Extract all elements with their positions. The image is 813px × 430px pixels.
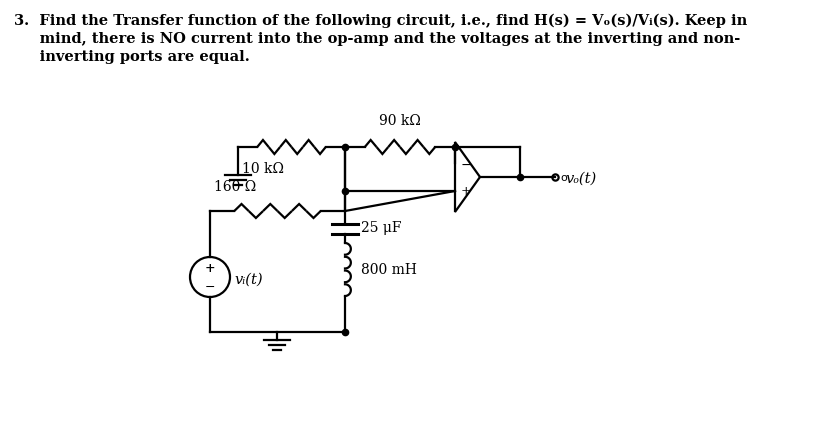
Text: 25 μF: 25 μF [361, 221, 402, 234]
Text: +: + [461, 185, 472, 198]
Text: mind, there is NO current into the op-amp and the voltages at the inverting and : mind, there is NO current into the op-am… [14, 32, 741, 46]
Text: vₒ(t): vₒ(t) [565, 172, 596, 186]
Text: 10 kΩ: 10 kΩ [242, 162, 284, 175]
Text: o: o [560, 172, 567, 183]
Text: vᵢ(t): vᵢ(t) [234, 272, 263, 286]
Text: 160 Ω: 160 Ω [214, 180, 256, 194]
Text: +: + [205, 262, 215, 275]
Text: −: − [205, 280, 215, 293]
Text: 3.  Find the Transfer function of the following circuit, i.e., find H(s) = Vₒ(s): 3. Find the Transfer function of the fol… [14, 14, 747, 28]
Text: −: − [461, 158, 472, 172]
Text: inverting ports are equal.: inverting ports are equal. [14, 50, 250, 64]
Text: 800 mH: 800 mH [361, 263, 417, 277]
Text: 90 kΩ: 90 kΩ [379, 114, 421, 128]
